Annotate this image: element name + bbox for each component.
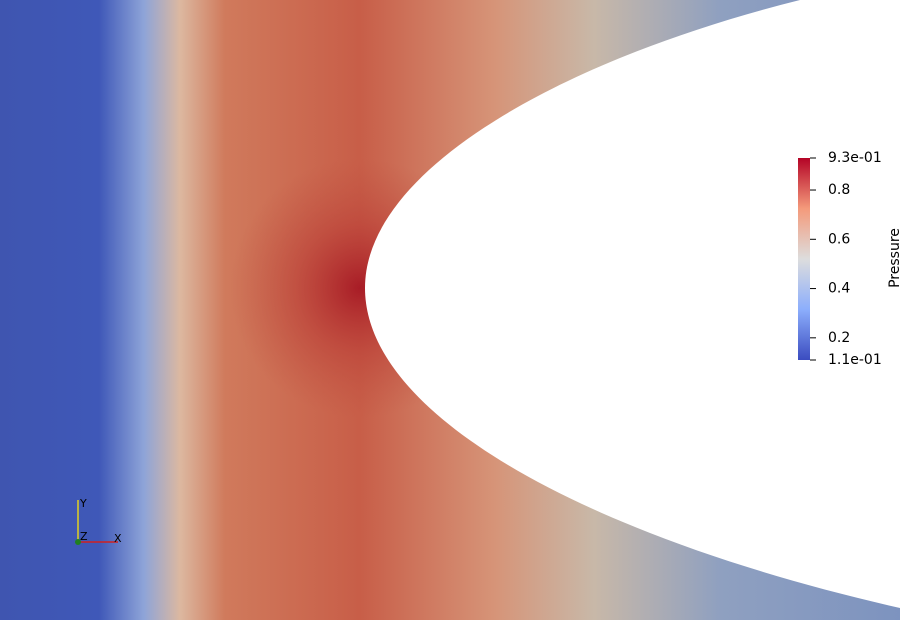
- colorbar-tick-label: 1.1e-01: [828, 352, 882, 368]
- x-label: X: [114, 532, 122, 545]
- colorbar-tick-label: 0.2: [828, 330, 850, 346]
- y-label: Y: [79, 497, 87, 510]
- colorbar-tick-label: 0.6: [828, 231, 850, 247]
- color-legend: Pressure 9.3e-01 0.8 0.6 0.4 0.2 1.1e-01: [798, 150, 900, 368]
- z-label: Z: [80, 530, 88, 543]
- colorbar-tick-label: 0.4: [828, 281, 850, 297]
- colorbar-tick-label: 9.3e-01: [828, 150, 882, 166]
- body: [365, 0, 900, 608]
- z-axis: [75, 539, 81, 545]
- orientation-axes: X Y Z: [75, 497, 122, 545]
- colorbar-tick-label: 0.8: [828, 182, 850, 198]
- colorbar-title: Pressure: [887, 228, 900, 288]
- colorbar: [798, 158, 810, 360]
